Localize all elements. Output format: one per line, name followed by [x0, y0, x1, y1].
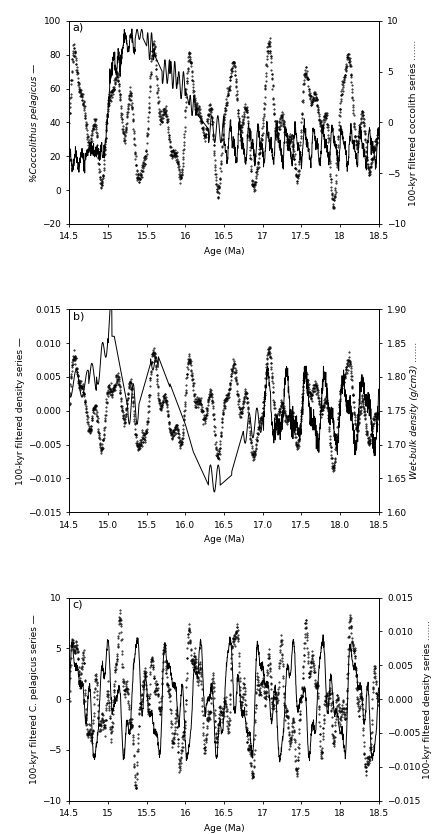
Y-axis label: %Coccolithus pelagicus —: %Coccolithus pelagicus —	[30, 63, 39, 182]
Y-axis label: 100-kyr filtered density series .......: 100-kyr filtered density series .......	[423, 620, 432, 779]
Y-axis label: 100-kyr filtered density series —: 100-kyr filtered density series —	[16, 337, 25, 485]
Y-axis label: Wet-bulk density (g/cm3) .......: Wet-bulk density (g/cm3) .......	[410, 342, 419, 480]
Text: a): a)	[73, 23, 84, 33]
Y-axis label: 100-kyr filtered C. pelagicus series —: 100-kyr filtered C. pelagicus series —	[30, 614, 39, 784]
Y-axis label: 100-kyr filtered coccolith series .......: 100-kyr filtered coccolith series ......…	[409, 39, 418, 205]
Text: c): c)	[73, 600, 83, 610]
Text: b): b)	[73, 311, 84, 321]
X-axis label: Age (Ma): Age (Ma)	[204, 823, 244, 832]
X-axis label: Age (Ma): Age (Ma)	[204, 247, 244, 256]
X-axis label: Age (Ma): Age (Ma)	[204, 535, 244, 544]
